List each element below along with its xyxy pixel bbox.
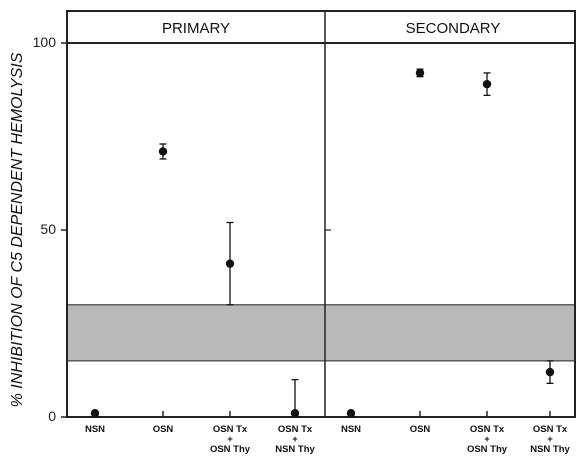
data-point bbox=[482, 79, 492, 89]
panel-title-secondary: SECONDARY bbox=[406, 20, 501, 37]
x-category-label: OSN Tx bbox=[470, 424, 505, 435]
y-axis-label: % INHIBITION OF C5 DEPENDENT HEMOLYSIS bbox=[9, 52, 26, 407]
data-point bbox=[415, 68, 425, 78]
panel-title-primary: PRIMARY bbox=[162, 20, 230, 37]
x-category-label: NSN bbox=[341, 424, 361, 435]
plot-frame bbox=[66, 10, 576, 418]
x-category-label: OSN bbox=[410, 424, 431, 435]
x-category-label: OSN Tx bbox=[213, 424, 248, 435]
x-category-label-line3: OSN Thy bbox=[467, 444, 508, 455]
data-point bbox=[225, 259, 235, 268]
data-point bbox=[545, 367, 555, 377]
x-category-label-line3: OSN Thy bbox=[210, 444, 251, 455]
data-point bbox=[158, 147, 168, 156]
chart-frame bbox=[66, 10, 576, 418]
x-category-label-plus: + bbox=[292, 434, 298, 445]
data-point bbox=[90, 409, 100, 418]
data-point bbox=[346, 409, 356, 418]
y-tick-label-50: 50 bbox=[40, 221, 56, 237]
y-tick-label-0: 0 bbox=[48, 408, 56, 424]
reference-band bbox=[66, 304, 576, 362]
data-point bbox=[290, 409, 300, 418]
x-category-label: OSN Tx bbox=[278, 424, 313, 435]
data-marks bbox=[90, 68, 555, 418]
x-category-label-plus: + bbox=[547, 434, 553, 445]
x-category-label-line3: NSN Thy bbox=[530, 444, 570, 455]
reference-band-layer bbox=[66, 304, 576, 362]
x-category-label-line3: NSN Thy bbox=[275, 444, 315, 455]
x-category-label: OSN Tx bbox=[533, 424, 568, 435]
y-tick-label-100: 100 bbox=[33, 34, 57, 50]
x-category-label: OSN bbox=[153, 424, 174, 435]
x-category-label: NSN bbox=[85, 424, 105, 435]
x-category-label-plus: + bbox=[227, 434, 233, 445]
x-category-label-plus: + bbox=[484, 434, 490, 445]
